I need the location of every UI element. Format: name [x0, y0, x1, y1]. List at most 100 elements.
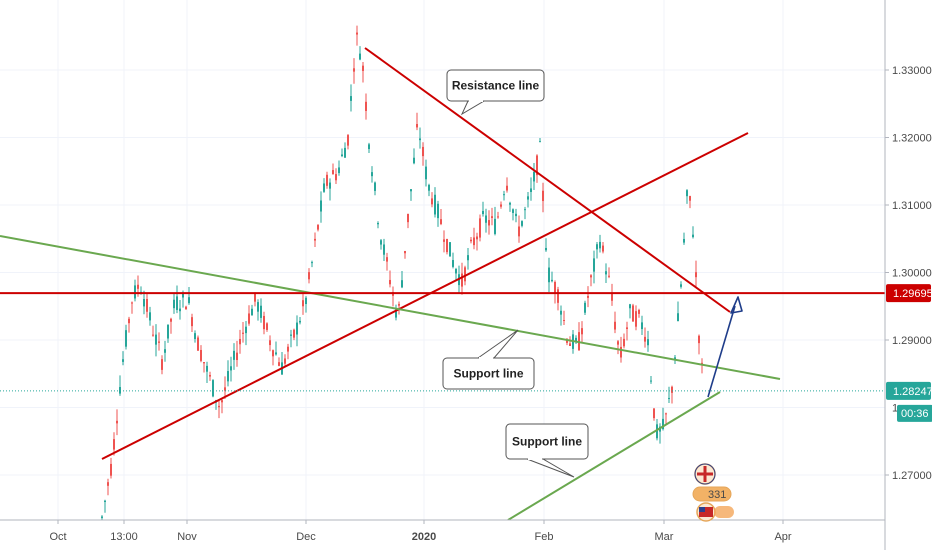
candle-body	[677, 313, 679, 322]
price-badges: 1.29695 1.28247 00:36	[886, 284, 932, 422]
price-badge-label: 1.29695	[893, 288, 932, 300]
candle-body	[497, 216, 499, 218]
candle-body	[620, 346, 622, 358]
price-tick-label: 1.29000	[892, 335, 932, 347]
candle-body	[488, 220, 490, 226]
projection-arrow-head	[730, 296, 743, 314]
candle-body	[314, 238, 316, 241]
time-tick-label: Nov	[177, 531, 197, 543]
candle-body	[512, 209, 514, 213]
candle-body	[230, 366, 232, 371]
time-tick-label: Feb	[535, 531, 554, 543]
price-tick-label: 1.30000	[892, 268, 932, 280]
candle-body	[287, 346, 289, 352]
time-tick-label: 2020	[412, 531, 436, 543]
candle-body	[569, 343, 571, 346]
candle-body	[602, 245, 604, 252]
candle-body	[308, 272, 310, 280]
candle-body	[374, 182, 376, 191]
candle-body	[521, 221, 523, 226]
candle-body	[494, 218, 496, 234]
candle-body	[311, 262, 313, 264]
callout-pointer	[476, 329, 519, 359]
candle-body	[347, 135, 349, 146]
price-tick-label: 1.33000	[892, 65, 932, 77]
candle-body	[161, 359, 163, 370]
candle-body	[671, 386, 673, 393]
candle-body	[203, 362, 205, 364]
candle-body	[503, 194, 505, 196]
candles	[101, 25, 703, 521]
countdown-badge-bg	[897, 404, 932, 422]
candle-body	[548, 267, 550, 283]
candle-body	[191, 317, 193, 327]
candle-body	[614, 321, 616, 330]
candle-body	[302, 300, 304, 307]
candle-body	[293, 329, 295, 338]
candle-body	[587, 295, 589, 298]
candle-body	[665, 413, 667, 415]
candle-body	[509, 202, 511, 205]
candle-body	[257, 302, 259, 312]
candle-body	[443, 239, 445, 242]
candle-body	[563, 320, 565, 322]
candle-body	[131, 302, 133, 304]
candle-body	[305, 297, 307, 305]
candle-body	[317, 225, 319, 230]
event-count-text: 331	[708, 489, 726, 501]
flag-icons: 331	[692, 463, 734, 522]
candle-body	[335, 174, 337, 181]
candle-body	[404, 250, 406, 254]
candle-body	[518, 226, 520, 237]
callout-3: Support line	[505, 423, 589, 478]
candle-body	[578, 332, 580, 351]
candle-body	[323, 183, 325, 192]
callout-1: Resistance line	[446, 69, 545, 116]
candle-body	[272, 350, 274, 357]
candle-body	[266, 323, 268, 330]
candle-body	[233, 350, 235, 360]
candle-body	[560, 310, 562, 315]
candle-body	[551, 279, 553, 282]
candle-body	[398, 303, 400, 306]
candle-body	[356, 32, 358, 35]
candle-body	[380, 240, 382, 245]
candle-body	[194, 333, 196, 340]
candle-body	[149, 312, 151, 321]
candle-body	[611, 293, 613, 301]
candle-body	[113, 439, 115, 450]
candle-body	[341, 154, 343, 156]
candle-body	[695, 272, 697, 278]
candle-body	[248, 313, 250, 324]
candle-body	[539, 141, 541, 143]
candle-body	[200, 349, 202, 361]
candle-body	[641, 322, 643, 330]
candle-body	[530, 188, 532, 192]
candle-body	[422, 146, 424, 157]
candle-body	[368, 144, 370, 150]
candle-body	[146, 299, 148, 312]
candle-body	[134, 285, 136, 299]
candle-body	[227, 371, 229, 382]
trendlines	[0, 47, 781, 521]
us-flag-icon-stripes	[699, 507, 713, 517]
candle-body	[485, 215, 487, 223]
candle-body	[452, 260, 454, 267]
candle-body	[419, 138, 421, 141]
candle-body	[299, 320, 301, 323]
candle-body	[500, 204, 502, 207]
candle-body	[590, 275, 592, 278]
time-axis-bg	[0, 520, 885, 550]
candle-body	[167, 324, 169, 339]
callout-pointer	[460, 100, 486, 116]
candle-body	[656, 424, 658, 439]
candle-body	[188, 297, 190, 304]
candle-body	[524, 209, 526, 211]
candle-body	[515, 213, 517, 217]
candle-body	[617, 341, 619, 345]
candle-body	[416, 124, 418, 128]
candle-body	[296, 322, 298, 335]
candle-body	[224, 387, 226, 391]
candle-body	[584, 302, 586, 313]
candle-body	[254, 292, 256, 302]
